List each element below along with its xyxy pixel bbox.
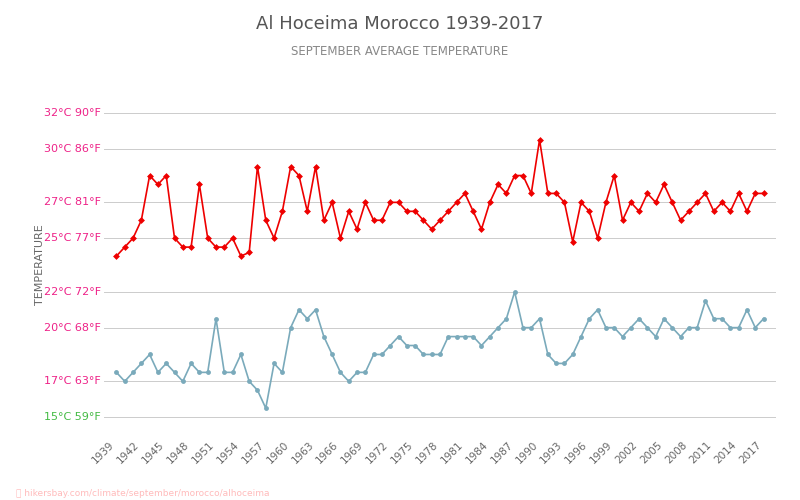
Text: 30°C 86°F: 30°C 86°F (44, 144, 101, 154)
Text: 27°C 81°F: 27°C 81°F (44, 198, 101, 207)
Text: SEPTEMBER AVERAGE TEMPERATURE: SEPTEMBER AVERAGE TEMPERATURE (291, 45, 509, 58)
Text: ⭐ hikersbay.com/climate/september/morocco/alhoceima: ⭐ hikersbay.com/climate/september/morocc… (16, 488, 270, 498)
Text: 20°C 68°F: 20°C 68°F (44, 322, 101, 332)
Text: 17°C 63°F: 17°C 63°F (44, 376, 101, 386)
Text: TEMPERATURE: TEMPERATURE (35, 224, 45, 306)
Text: 25°C 77°F: 25°C 77°F (44, 233, 101, 243)
Text: 15°C 59°F: 15°C 59°F (44, 412, 101, 422)
Text: 22°C 72°F: 22°C 72°F (43, 287, 101, 297)
Text: Al Hoceima Morocco 1939-2017: Al Hoceima Morocco 1939-2017 (256, 15, 544, 33)
Text: 32°C 90°F: 32°C 90°F (44, 108, 101, 118)
